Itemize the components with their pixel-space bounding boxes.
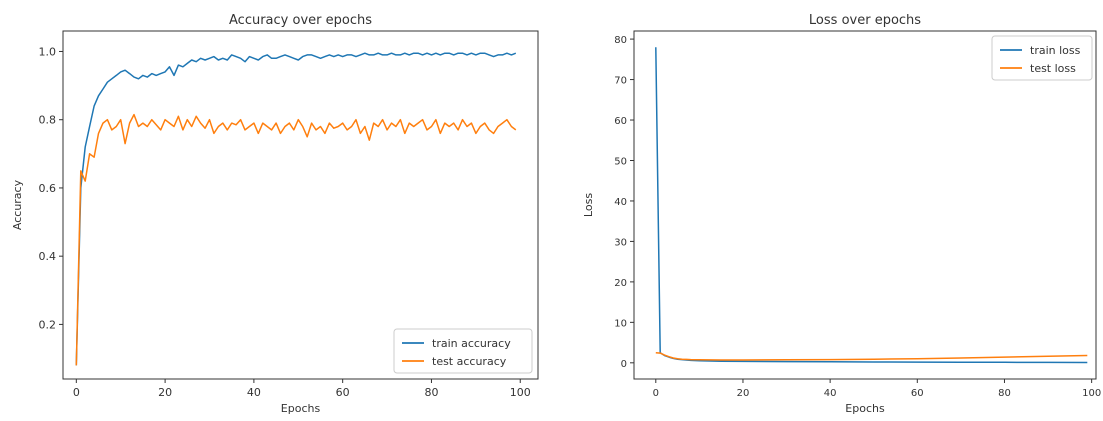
y-tick-label: 40 — [614, 197, 627, 208]
x-tick-label: 100 — [1082, 388, 1101, 399]
y-axis-label: Accuracy — [11, 179, 24, 230]
x-tick-label: 0 — [73, 386, 80, 399]
x-tick-label: 100 — [510, 386, 531, 399]
series-group — [75, 52, 517, 366]
y-tick-label: 0.8 — [39, 114, 57, 127]
series-line-test-accuracy — [75, 113, 517, 366]
x-tick-label: 80 — [998, 388, 1011, 399]
x-tick-label: 40 — [824, 388, 837, 399]
x-tick-label: 40 — [247, 386, 261, 399]
y-tick-label: 60 — [614, 116, 627, 127]
y-tick-label: 80 — [614, 35, 627, 46]
chart-title: Accuracy over epochs — [229, 13, 372, 28]
legend: train loss test loss — [991, 35, 1093, 81]
legend: train accuracy test accuracy — [393, 328, 533, 374]
legend-label: test accuracy — [432, 355, 507, 368]
y-tick-label: 0.4 — [39, 250, 57, 263]
y-tick-label: 0.2 — [39, 318, 57, 331]
accuracy-chart: 0 20 40 60 80 100 0.2 0.4 0.6 0.8 1.0 Accuracy over… — [11, 13, 539, 415]
plot-frame — [633, 30, 1097, 380]
y-tick-label: 30 — [614, 237, 627, 248]
y-tick-label: 0.6 — [39, 182, 57, 195]
x-tick-label: 60 — [911, 388, 924, 399]
y-tick-label: 50 — [614, 156, 627, 167]
y-tick-label: 0 — [621, 359, 627, 370]
y-axis-label: Loss — [582, 193, 595, 217]
plot-frame — [62, 30, 539, 380]
loss-chart: 0 20 40 60 80 100 0 10 20 30 40 50 60 70 80 Loss over e… — [582, 13, 1101, 415]
series-group — [655, 47, 1088, 364]
y-tick-label: 1.0 — [39, 45, 57, 58]
x-tick-label: 20 — [158, 386, 172, 399]
series-line-train-loss — [655, 47, 1088, 364]
series-line-train-accuracy — [75, 52, 517, 366]
y-tick-label: 70 — [614, 76, 627, 87]
x-axis-label: Epochs — [845, 402, 885, 415]
x-tick-label: 60 — [336, 386, 350, 399]
legend-label: train loss — [1030, 44, 1081, 57]
legend-label: train accuracy — [432, 337, 511, 350]
x-axis-label: Epochs — [281, 402, 321, 415]
x-tick-label: 80 — [424, 386, 438, 399]
chart-title: Loss over epochs — [809, 13, 921, 28]
legend-label: test loss — [1030, 62, 1076, 75]
legend-box — [393, 328, 533, 374]
y-tick-label: 10 — [614, 318, 627, 329]
x-tick-label: 20 — [737, 388, 750, 399]
legend-box — [991, 35, 1093, 81]
x-tick-label: 0 — [653, 388, 659, 399]
series-line-test-loss — [655, 351, 1088, 361]
y-tick-label: 20 — [614, 278, 627, 289]
